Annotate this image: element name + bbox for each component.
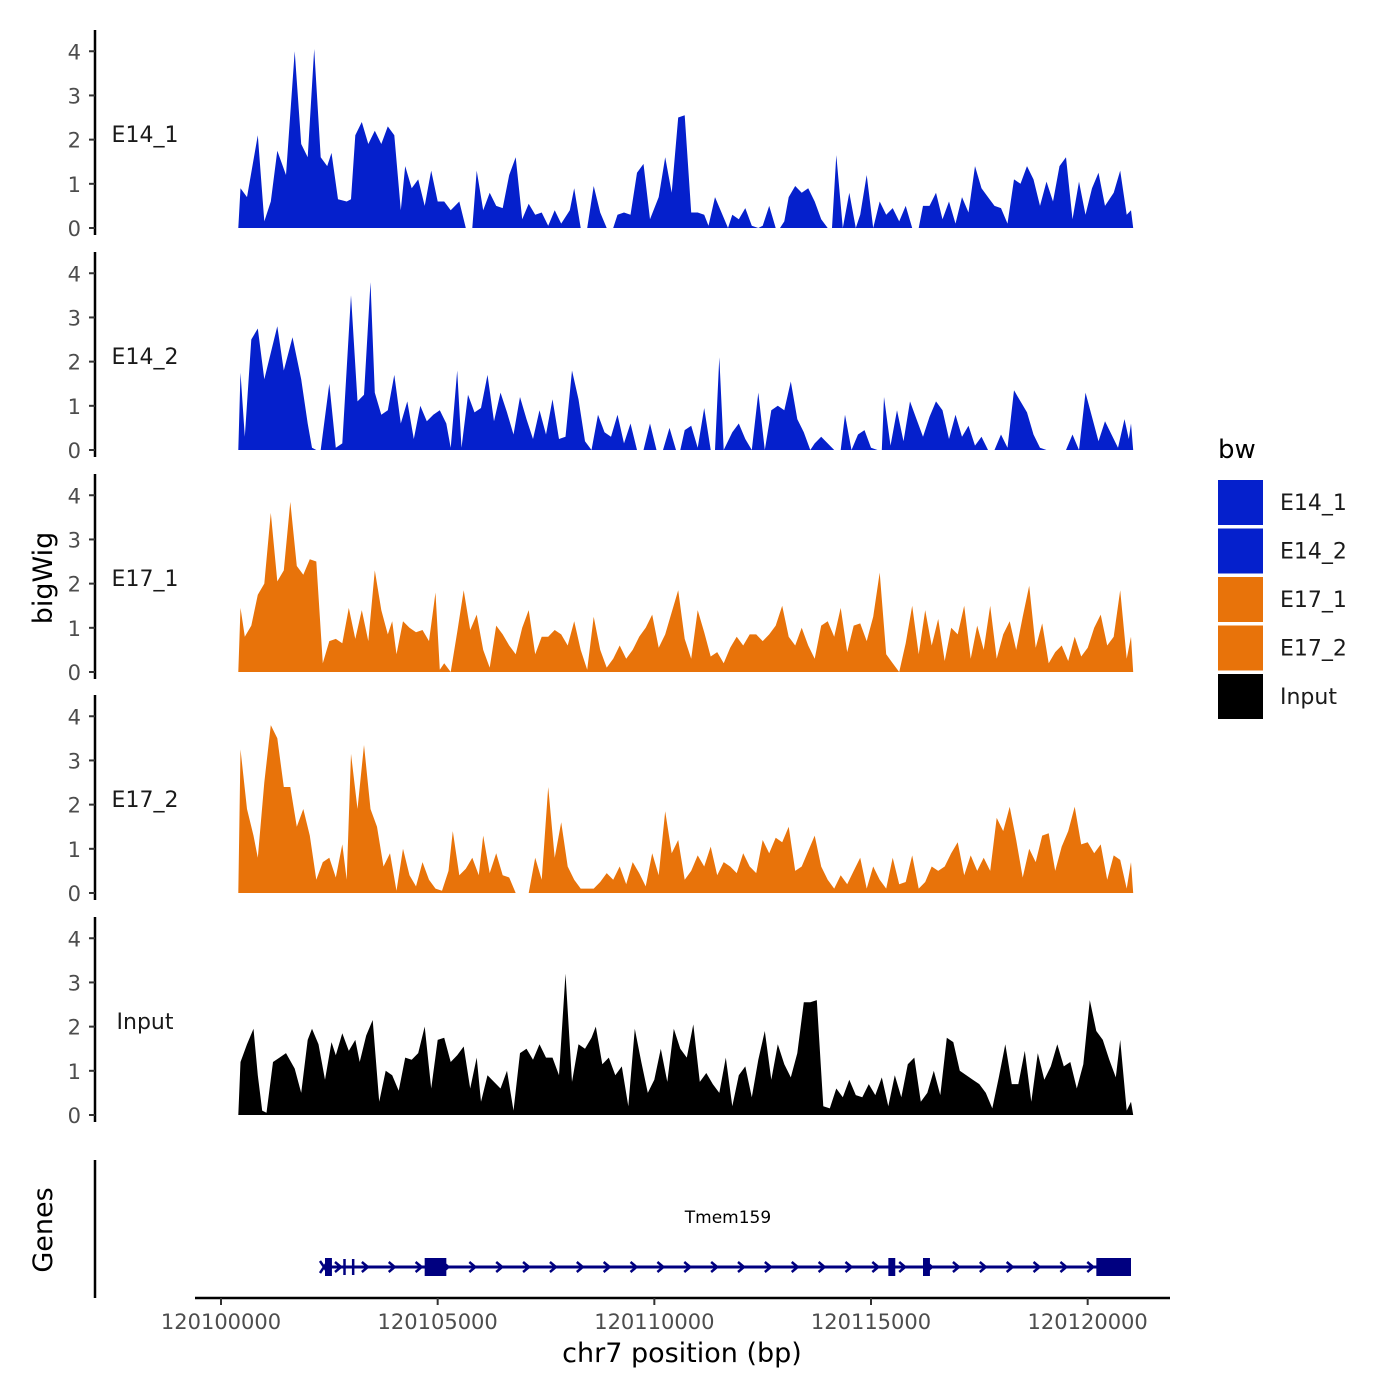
x-tick-label: 120100000 bbox=[161, 1310, 281, 1334]
y-tick-label: 0 bbox=[68, 439, 81, 463]
strand-arrow bbox=[656, 1261, 666, 1273]
gene-name-label: Tmem159 bbox=[684, 1208, 771, 1228]
strand-arrow bbox=[414, 1261, 424, 1273]
strand-arrow bbox=[683, 1261, 693, 1273]
x-tick-label: 120115000 bbox=[811, 1310, 931, 1334]
strand-arrow bbox=[978, 1261, 988, 1273]
strand-arrow bbox=[361, 1261, 370, 1273]
legend-label-e17-2: E17_2 bbox=[1280, 637, 1347, 662]
strand-arrow bbox=[602, 1261, 612, 1273]
signal-area-e17-1 bbox=[238, 501, 1134, 672]
legend-swatch-e17-1 bbox=[1218, 577, 1263, 622]
y-tick-label: 1 bbox=[68, 173, 81, 197]
strand-arrow bbox=[898, 1261, 908, 1273]
strand-arrow bbox=[549, 1261, 558, 1273]
genes-panel-title: Genes bbox=[28, 1187, 59, 1272]
y-tick-label: 0 bbox=[68, 1104, 81, 1128]
y-tick-label: 2 bbox=[68, 1016, 81, 1040]
y-tick-label: 1 bbox=[68, 617, 81, 641]
legend-swatch-e14-2 bbox=[1218, 528, 1263, 574]
y-tick-label: 4 bbox=[68, 927, 81, 951]
track-e17-2: 0 1 2 3 4 E17_2 bbox=[68, 695, 1134, 906]
x-tick-label: 120110000 bbox=[594, 1310, 714, 1334]
gene-exon bbox=[1096, 1258, 1131, 1276]
y-tick-label: 4 bbox=[68, 484, 81, 508]
gene-exon bbox=[923, 1258, 930, 1276]
track-e14-2: 0 1 2 3 4 E14_2 bbox=[68, 252, 1134, 463]
track-label: Input bbox=[117, 1010, 174, 1035]
legend-swatch-e17-2 bbox=[1218, 625, 1263, 671]
gene-exon bbox=[888, 1258, 896, 1276]
x-axis-title: chr7 position (bp) bbox=[562, 1338, 802, 1369]
y-tick-label: 3 bbox=[68, 749, 81, 773]
legend: bw E14_1 E14_2 E17_1 E17_2 Input bbox=[1218, 435, 1347, 719]
legend-title: bw bbox=[1218, 435, 1256, 465]
strand-arrow bbox=[1032, 1261, 1042, 1273]
strand-arrow bbox=[1005, 1261, 1015, 1273]
y-tick-label: 2 bbox=[68, 129, 81, 153]
strand-arrow bbox=[817, 1261, 827, 1273]
track-label: E14_2 bbox=[112, 345, 179, 370]
legend-swatch-e14-1 bbox=[1218, 480, 1263, 525]
strand-arrow bbox=[871, 1261, 881, 1273]
x-tick-label: 120105000 bbox=[378, 1310, 498, 1334]
x-axis: 120100000 120105000 120110000 120115000 1201… bbox=[161, 1296, 1170, 1334]
strand-arrow bbox=[1059, 1261, 1069, 1273]
tracks-layer: 0 1 2 3 4 E14_1 0 1 2 3 4 E14_2 0 1 2 3 4 E17_1 0 1 2 3 4 E17_2… bbox=[68, 30, 1134, 1128]
gene-exon bbox=[424, 1258, 447, 1276]
y-tick-label: 2 bbox=[68, 794, 81, 818]
legend-label-e14-1: E14_1 bbox=[1280, 491, 1347, 516]
legend-label-e17-1: E17_1 bbox=[1280, 588, 1347, 613]
track-e17-1: 0 1 2 3 4 E17_1 bbox=[68, 474, 1134, 685]
legend-swatch-input bbox=[1218, 674, 1263, 719]
strand-arrow bbox=[952, 1261, 961, 1273]
y-tick-label: 4 bbox=[68, 262, 81, 286]
track-input: 0 1 2 3 4 Input bbox=[68, 917, 1134, 1128]
x-tick-label: 120120000 bbox=[1028, 1310, 1148, 1334]
strand-arrow bbox=[844, 1261, 854, 1273]
legend-label-input: Input bbox=[1280, 685, 1337, 710]
y-tick-label: 0 bbox=[68, 661, 81, 685]
signal-area-e14-1 bbox=[238, 49, 1134, 228]
y-tick-label: 3 bbox=[68, 528, 81, 552]
y-tick-label: 4 bbox=[68, 40, 81, 64]
strand-arrow bbox=[387, 1261, 397, 1273]
legend-label-e14-2: E14_2 bbox=[1280, 540, 1347, 565]
strand-arrow bbox=[737, 1261, 746, 1273]
track-label: E14_1 bbox=[112, 123, 179, 148]
y-tick-label: 0 bbox=[68, 882, 81, 906]
track-label: E17_2 bbox=[112, 788, 179, 813]
y-tick-label: 3 bbox=[68, 306, 81, 330]
y-tick-label: 3 bbox=[68, 84, 81, 108]
strand-arrow bbox=[764, 1261, 773, 1273]
signal-area-e14-2 bbox=[238, 282, 1134, 450]
signal-area-input bbox=[238, 973, 1134, 1115]
signal-area-e17-2 bbox=[238, 725, 1134, 893]
strand-arrow bbox=[575, 1261, 585, 1273]
y-tick-label: 0 bbox=[68, 217, 81, 241]
strand-arrow bbox=[468, 1261, 478, 1273]
y-tick-label: 4 bbox=[68, 705, 81, 729]
strand-arrow bbox=[495, 1261, 505, 1273]
y-tick-label: 1 bbox=[68, 838, 81, 862]
y-tick-label: 1 bbox=[68, 395, 81, 419]
gene-exon bbox=[325, 1258, 332, 1276]
strand-arrow bbox=[522, 1261, 532, 1273]
y-tick-label: 2 bbox=[68, 351, 81, 375]
y-tick-label: 3 bbox=[68, 971, 81, 995]
y-tick-label: 2 bbox=[68, 573, 81, 597]
strand-arrow bbox=[334, 1261, 343, 1273]
y-axis-title: bigWig bbox=[28, 532, 59, 625]
track-e14-1: 0 1 2 3 4 E14_1 bbox=[68, 30, 1134, 241]
strand-arrow bbox=[629, 1261, 639, 1273]
genes-panel: Genes Tmem159 bbox=[28, 1160, 1131, 1298]
y-tick-label: 1 bbox=[68, 1060, 81, 1084]
track-label: E17_1 bbox=[112, 567, 179, 592]
strand-arrow bbox=[790, 1261, 800, 1273]
strand-arrow bbox=[1086, 1261, 1096, 1273]
strand-arrow bbox=[710, 1261, 720, 1273]
